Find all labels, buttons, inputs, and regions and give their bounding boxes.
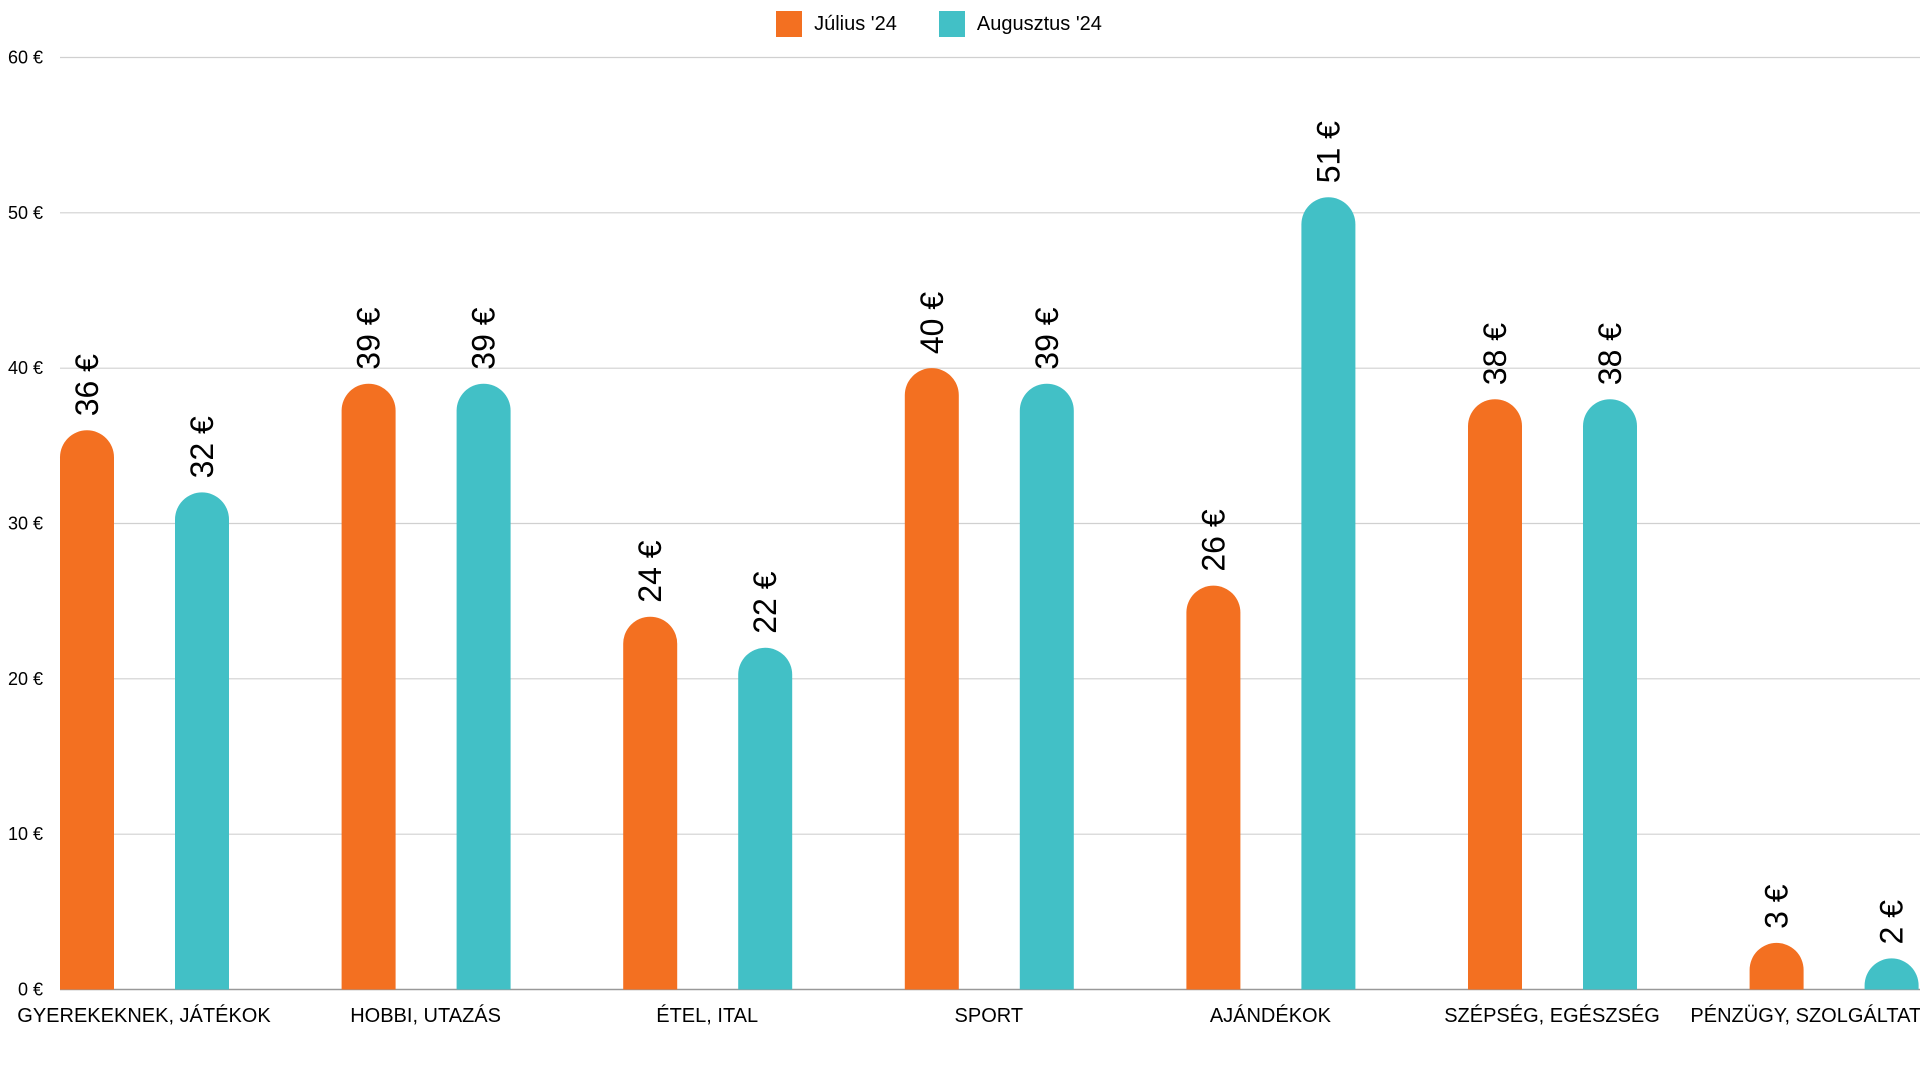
data-label: 22 € [747, 571, 783, 633]
legend-swatch [938, 11, 965, 37]
bar [904, 368, 959, 990]
data-label: 38 € [1477, 323, 1513, 385]
x-tick-label: SPORT [955, 1005, 1024, 1027]
data-label: 36 € [69, 354, 105, 416]
data-label: 38 € [1592, 323, 1628, 385]
bar [1864, 958, 1919, 990]
y-tick-label: 20 € [8, 669, 43, 689]
bar [1583, 399, 1637, 990]
bar [1749, 942, 1804, 990]
y-tick-label: 0 € [18, 980, 43, 1000]
bar [175, 492, 229, 990]
x-tick-label: PÉNZÜGY, SZOLGÁLTATÁSOK [1690, 1004, 1920, 1027]
legend-item[interactable]: Augusztus '24 [938, 11, 1102, 37]
data-label: 40 € [914, 292, 950, 354]
data-label: 26 € [1195, 509, 1231, 571]
x-tick-label: HOBBI, UTAZÁS [350, 1004, 501, 1027]
legend-label: Július '24 [814, 12, 897, 35]
data-label: 51 € [1310, 121, 1346, 183]
data-label: 3 € [1759, 884, 1795, 929]
bar [1186, 585, 1241, 990]
x-tick-label: AJÁNDÉKOK [1210, 1004, 1332, 1027]
bar [1301, 197, 1356, 990]
y-tick-label: 10 € [8, 824, 43, 844]
y-tick-label: 60 € [8, 48, 43, 68]
x-tick-label: SZÉPSÉG, EGÉSZSÉG [1444, 1004, 1660, 1027]
bar [341, 383, 396, 990]
data-label: 39 € [1029, 307, 1065, 369]
x-tick-label: ÉTEL, ITAL [656, 1004, 758, 1027]
bar [456, 383, 511, 990]
data-label: 2 € [1874, 900, 1910, 945]
data-label: 39 € [351, 307, 387, 369]
x-tick-label: GYEREKEKNEK, JÁTÉKOK [17, 1004, 271, 1027]
bar [623, 616, 678, 990]
bar [1468, 399, 1522, 990]
bar [1019, 383, 1074, 990]
y-tick-label: 40 € [8, 358, 43, 378]
data-label: 39 € [466, 307, 502, 369]
y-tick-label: 50 € [8, 203, 43, 223]
legend-swatch [776, 11, 803, 37]
bar [738, 647, 793, 990]
legend-label: Augusztus '24 [976, 12, 1102, 35]
data-label: 24 € [632, 540, 668, 602]
bar [60, 430, 114, 990]
data-label: 32 € [184, 416, 220, 478]
legend: Július '24 Augusztus '24 [0, 11, 1920, 37]
y-tick-label: 30 € [8, 514, 43, 534]
legend-item[interactable]: Július '24 [776, 11, 897, 37]
